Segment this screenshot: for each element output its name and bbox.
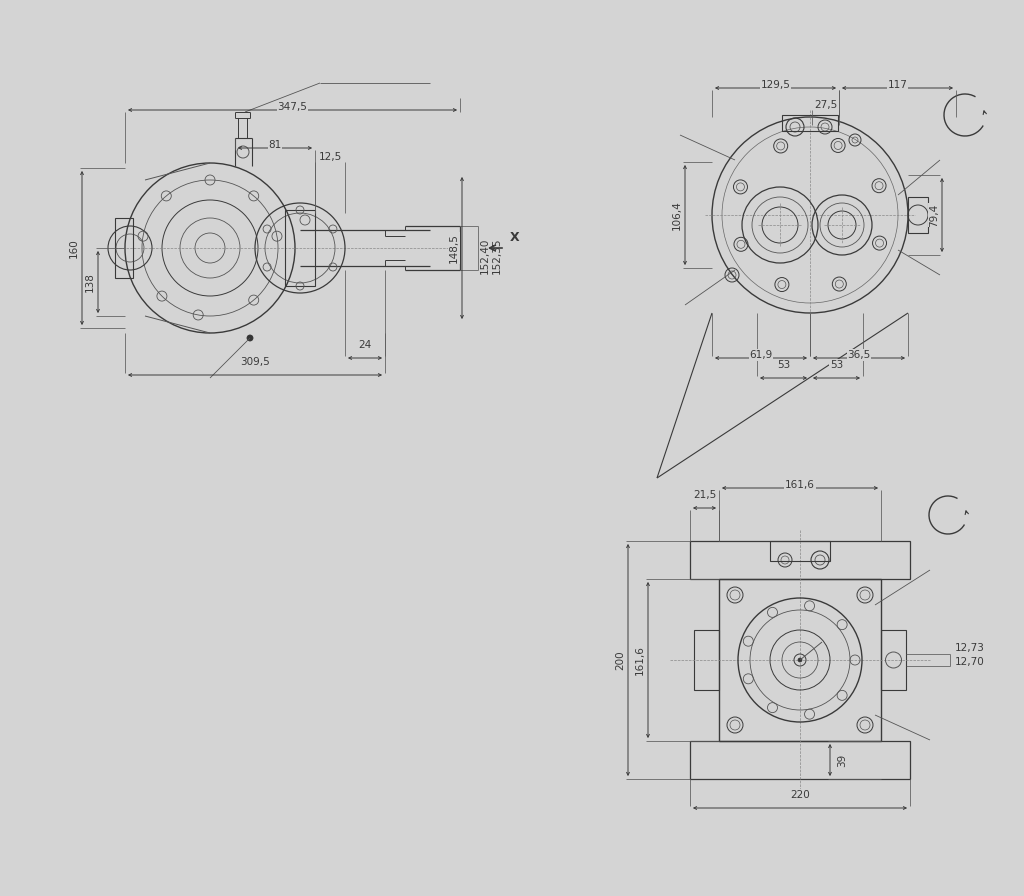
Text: 129,5: 129,5 xyxy=(761,80,791,90)
Text: 39: 39 xyxy=(837,754,847,767)
Text: 160: 160 xyxy=(69,238,79,258)
Text: 220: 220 xyxy=(791,790,810,800)
Text: 347,5: 347,5 xyxy=(278,102,307,112)
Bar xyxy=(690,741,910,779)
Text: X: X xyxy=(510,231,519,244)
Text: 53: 53 xyxy=(777,360,791,370)
Bar xyxy=(690,541,910,579)
Text: 152,35: 152,35 xyxy=(492,237,502,274)
Bar xyxy=(694,630,719,690)
Bar xyxy=(908,197,928,233)
Text: 309,5: 309,5 xyxy=(240,357,270,367)
Text: 12,73: 12,73 xyxy=(955,643,985,653)
Text: 152,40: 152,40 xyxy=(480,237,490,274)
Text: 12,5: 12,5 xyxy=(318,152,342,162)
Text: 161,6: 161,6 xyxy=(635,645,645,675)
Bar xyxy=(881,630,906,690)
Bar xyxy=(285,210,315,286)
Text: 200: 200 xyxy=(615,650,625,670)
Bar xyxy=(115,218,133,278)
Bar xyxy=(782,115,838,131)
Text: 106,4: 106,4 xyxy=(672,200,682,230)
Text: 27,5: 27,5 xyxy=(814,100,838,110)
Circle shape xyxy=(798,658,802,662)
Text: 12,70: 12,70 xyxy=(955,657,985,667)
Bar xyxy=(719,579,881,741)
Bar xyxy=(770,541,830,561)
Text: 61,9: 61,9 xyxy=(750,350,773,360)
Text: 79,4: 79,4 xyxy=(929,203,939,227)
Circle shape xyxy=(247,335,253,341)
Text: 53: 53 xyxy=(829,360,843,370)
Text: 24: 24 xyxy=(358,340,372,350)
Text: 36,5: 36,5 xyxy=(848,350,870,360)
Text: 161,6: 161,6 xyxy=(785,480,815,490)
Text: 21,5: 21,5 xyxy=(693,490,716,500)
Text: 138: 138 xyxy=(85,272,95,292)
Text: 117: 117 xyxy=(888,80,907,90)
Text: 148,5: 148,5 xyxy=(449,233,459,263)
Text: 81: 81 xyxy=(268,140,282,150)
